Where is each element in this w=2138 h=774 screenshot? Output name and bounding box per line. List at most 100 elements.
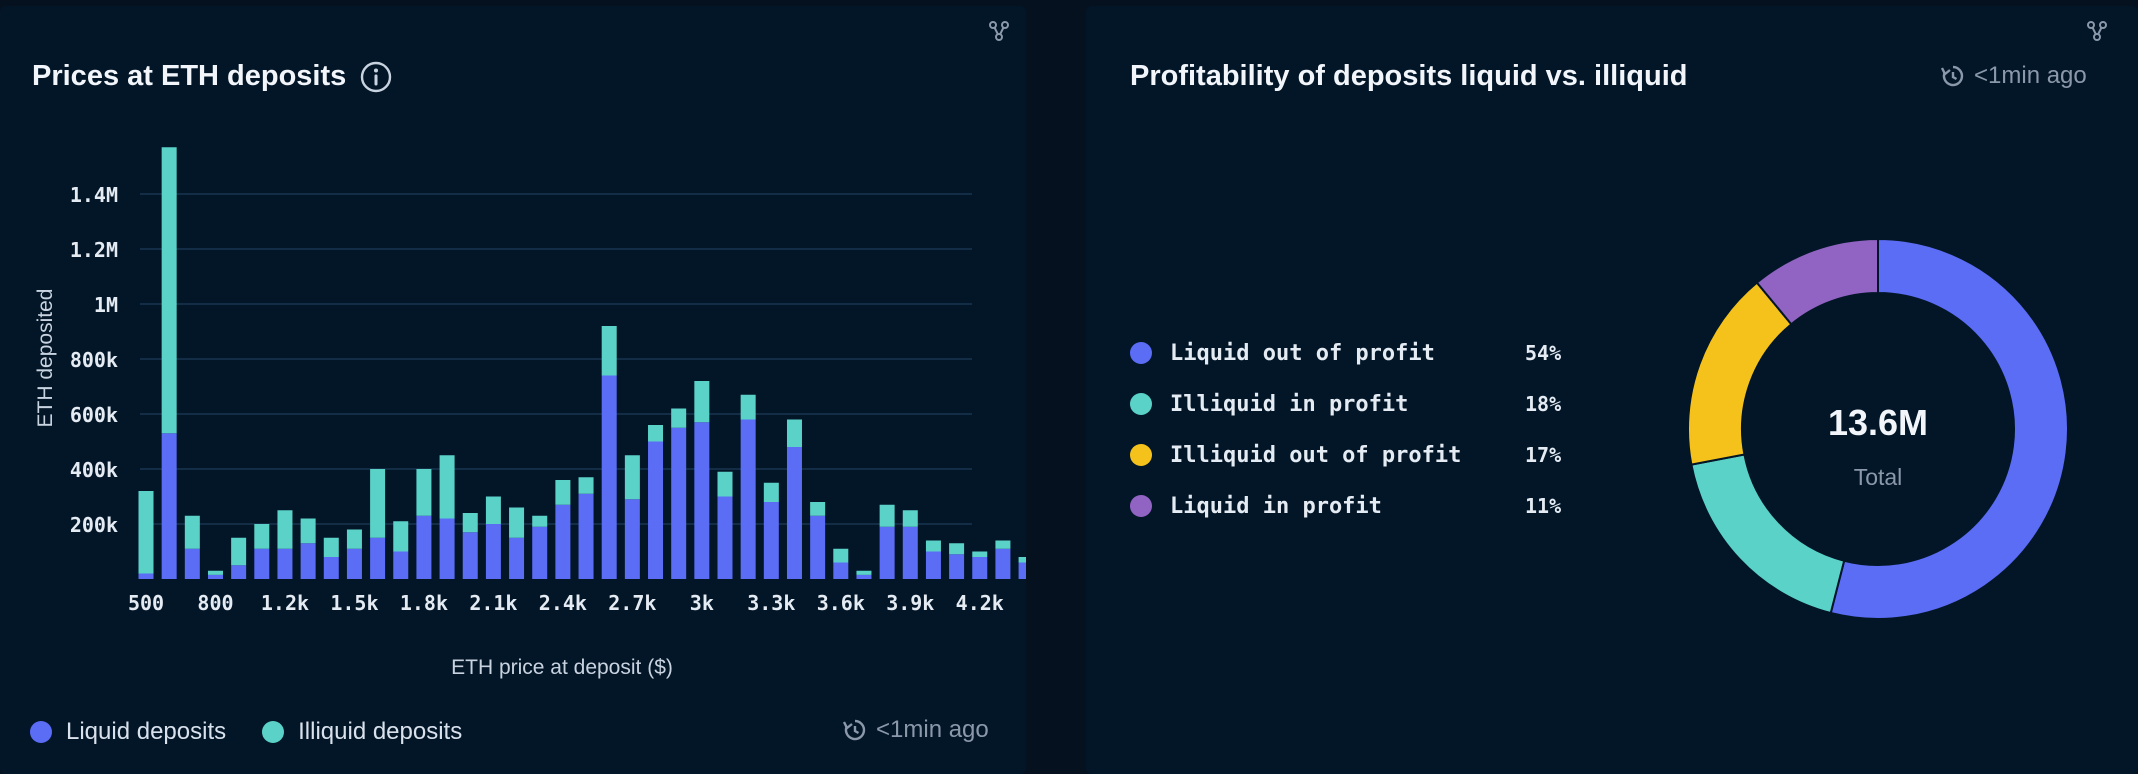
bar-liquid[interactable] (648, 441, 664, 580)
bar-liquid[interactable] (393, 551, 409, 580)
bar-liquid[interactable] (995, 548, 1011, 579)
bar-liquid[interactable] (416, 515, 432, 579)
bar-illiquid[interactable] (925, 540, 941, 552)
bar-liquid[interactable] (879, 526, 895, 579)
donut-slice[interactable] (1755, 237, 1879, 326)
bar-illiquid[interactable] (254, 524, 270, 549)
bar-illiquid[interactable] (277, 510, 293, 549)
donut-slices (1687, 237, 2069, 620)
bar-illiquid[interactable] (462, 513, 478, 533)
bar-liquid[interactable] (1018, 562, 1026, 580)
bar-liquid[interactable] (346, 548, 362, 579)
bar-illiquid[interactable] (323, 537, 339, 557)
donut-chart: 13.6M Total (1687, 237, 2069, 620)
pie-legend-item[interactable]: Illiquid in profit 18% (1130, 384, 1570, 424)
bar-illiquid[interactable] (740, 394, 756, 420)
bar-liquid[interactable] (300, 543, 316, 579)
bar-illiquid[interactable] (856, 570, 872, 575)
x-tick-label: 3.6k (817, 591, 865, 615)
bar-illiquid[interactable] (1018, 557, 1026, 563)
bar-illiquid[interactable] (833, 548, 849, 563)
bar-illiquid[interactable] (161, 147, 177, 434)
bar-liquid[interactable] (254, 548, 270, 579)
bar-liquid[interactable] (601, 375, 617, 580)
bar-illiquid[interactable] (879, 504, 895, 527)
info-icon[interactable] (359, 60, 393, 94)
bar-illiquid[interactable] (485, 496, 501, 525)
refresh-status[interactable]: <1min ago (842, 716, 989, 744)
bar-liquid[interactable] (138, 573, 154, 580)
bar-liquid[interactable] (810, 515, 826, 579)
bar-illiquid[interactable] (648, 425, 664, 442)
bar-liquid[interactable] (856, 574, 872, 579)
bar-liquid[interactable] (485, 524, 501, 579)
legend-item-illiquid[interactable]: Illiquid deposits (262, 718, 462, 746)
bar-illiquid[interactable] (949, 543, 965, 555)
bar-liquid[interactable] (532, 526, 548, 579)
bar-illiquid[interactable] (346, 529, 362, 549)
refresh-text: <1min ago (1974, 62, 2087, 89)
bar-illiquid[interactable] (231, 537, 247, 566)
pie-legend-item[interactable]: Liquid in profit 11% (1130, 486, 1570, 526)
bar-liquid[interactable] (161, 433, 177, 579)
x-tick-label: 800 (197, 591, 233, 615)
bar-illiquid[interactable] (624, 455, 640, 500)
bar-liquid[interactable] (462, 532, 478, 579)
bar-illiquid[interactable] (671, 408, 687, 428)
bar-illiquid[interactable] (532, 515, 548, 527)
bar-illiquid[interactable] (439, 455, 455, 519)
bar-illiquid[interactable] (601, 326, 617, 376)
legend-item-liquid[interactable]: Liquid deposits (30, 718, 226, 746)
donut-slice[interactable] (1687, 281, 1793, 466)
bar-liquid[interactable] (555, 504, 571, 579)
bar-liquid[interactable] (184, 548, 200, 579)
bar-illiquid[interactable] (995, 540, 1011, 549)
pie-legend-item[interactable]: Illiquid out of profit 17% (1130, 435, 1570, 475)
bar-illiquid[interactable] (393, 521, 409, 552)
bar-liquid[interactable] (323, 557, 339, 579)
bar-liquid[interactable] (925, 551, 941, 580)
bar-liquid[interactable] (439, 518, 455, 580)
share-nodes-icon[interactable] (988, 20, 1010, 42)
bar-illiquid[interactable] (184, 515, 200, 549)
bar-liquid[interactable] (740, 419, 756, 580)
bar-liquid[interactable] (949, 554, 965, 579)
pie-legend-item[interactable]: Liquid out of profit 54% (1130, 333, 1570, 373)
bar-chart: 200k 400k 600k 800k 1M 1.2M 1.4M 500 800 1.2k 1.5… (34, 147, 1026, 679)
bar-liquid[interactable] (902, 526, 918, 579)
donut-slice[interactable] (1690, 453, 1846, 615)
bar-illiquid[interactable] (717, 471, 733, 497)
bar-illiquid[interactable] (138, 491, 154, 574)
bar-illiquid[interactable] (300, 518, 316, 544)
bar-illiquid[interactable] (370, 469, 386, 538)
bar-liquid[interactable] (671, 427, 687, 579)
bar-illiquid[interactable] (810, 502, 826, 516)
bar-liquid[interactable] (763, 502, 779, 579)
refresh-status[interactable]: <1min ago (1940, 62, 2087, 90)
bar-liquid[interactable] (277, 548, 293, 579)
bar-liquid[interactable] (231, 565, 247, 579)
bar-liquid[interactable] (833, 562, 849, 580)
bar-liquid[interactable] (786, 447, 802, 579)
bar-illiquid[interactable] (578, 477, 594, 494)
bar-illiquid[interactable] (786, 419, 802, 448)
bar-liquid[interactable] (370, 537, 386, 579)
bar-illiquid[interactable] (207, 570, 223, 575)
bar-liquid[interactable] (509, 537, 525, 579)
bar-illiquid[interactable] (416, 469, 432, 516)
donut-slice[interactable] (1829, 237, 2069, 620)
bar-illiquid[interactable] (509, 507, 525, 538)
bar-illiquid[interactable] (694, 381, 710, 423)
bar-liquid[interactable] (207, 574, 223, 579)
bar-illiquid[interactable] (555, 480, 571, 505)
bar-illiquid[interactable] (902, 510, 918, 527)
bar-liquid[interactable] (972, 557, 988, 579)
bar-illiquid[interactable] (763, 482, 779, 502)
bar-liquid[interactable] (717, 496, 733, 580)
legend-percent: 11% (1525, 494, 1562, 518)
bar-liquid[interactable] (624, 499, 640, 579)
bar-liquid[interactable] (694, 422, 710, 579)
bar-liquid[interactable] (578, 493, 594, 579)
share-nodes-icon[interactable] (2086, 20, 2108, 42)
bar-illiquid[interactable] (972, 551, 988, 558)
